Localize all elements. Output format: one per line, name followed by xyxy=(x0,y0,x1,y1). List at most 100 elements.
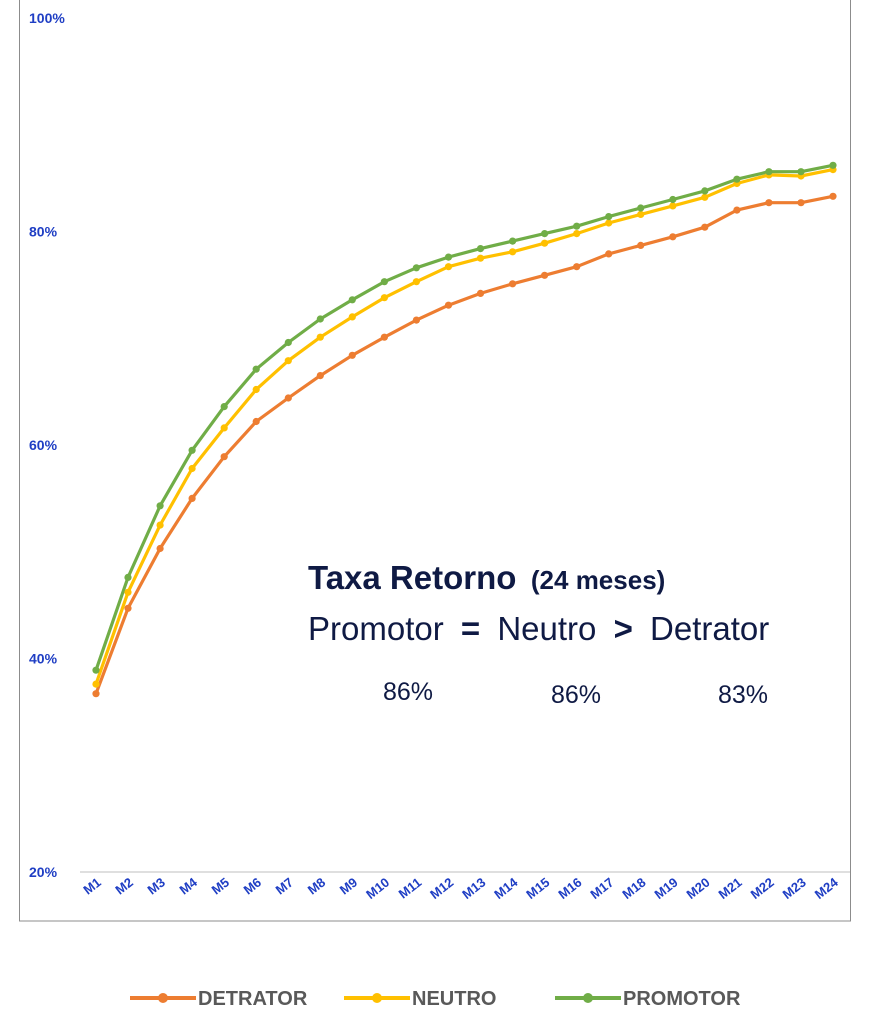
x-tick-label-m20: M20 xyxy=(684,875,713,902)
annotation-equal-sign: = xyxy=(461,610,480,647)
y-tick-label-100-: 100% xyxy=(29,10,65,26)
data-point-neutro-m6 xyxy=(252,385,260,394)
data-point-detrator-m22 xyxy=(765,199,773,207)
data-point-detrator-m5 xyxy=(220,453,228,461)
x-tick-label-m19: M19 xyxy=(651,875,680,902)
data-point-detrator-m16 xyxy=(573,263,581,271)
data-point-detrator-m3 xyxy=(156,544,164,553)
data-point-detrator-m12 xyxy=(444,301,453,309)
legend-label-neutro: NEUTRO xyxy=(412,988,496,1010)
data-point-promotor-m13 xyxy=(476,245,485,253)
data-point-detrator-m14 xyxy=(508,280,517,288)
data-point-detrator-m15 xyxy=(541,271,549,279)
x-tick-label-m10: M10 xyxy=(363,875,392,902)
x-tick-label-m9: M9 xyxy=(337,875,360,898)
data-point-neutro-m13 xyxy=(476,254,485,262)
x-tick-label-m2: M2 xyxy=(112,875,135,898)
data-point-detrator-m10 xyxy=(380,333,388,341)
x-tick-label-m8: M8 xyxy=(305,875,328,898)
data-point-promotor-m8 xyxy=(316,315,324,323)
annotation-word-neutro: Neutro xyxy=(497,610,596,647)
data-point-neutro-m5 xyxy=(220,424,228,432)
data-point-neutro-m3 xyxy=(156,521,164,529)
data-point-detrator-m9 xyxy=(348,351,356,359)
annotation-greater-sign: > xyxy=(614,610,633,647)
legend-label-promotor: PROMOTOR xyxy=(623,988,741,1010)
annotation-value-detrator: 83% xyxy=(718,681,768,709)
data-point-neutro-m18 xyxy=(637,210,645,218)
annotation-title-suffix: (24 meses) xyxy=(531,565,665,595)
x-tick-label-m14: M14 xyxy=(491,874,521,902)
x-tick-label-m16: M16 xyxy=(555,875,584,902)
data-point-promotor-m21 xyxy=(733,175,741,183)
data-point-detrator-m17 xyxy=(605,250,613,258)
data-point-neutro-m20 xyxy=(701,193,709,201)
x-tick-label-m1: M1 xyxy=(80,875,103,898)
annotation-word-promotor: Promotor xyxy=(308,610,444,647)
data-point-detrator-m8 xyxy=(316,372,324,380)
x-tick-label-m13: M13 xyxy=(459,875,488,902)
data-point-promotor-m12 xyxy=(444,253,453,261)
x-tick-label-m6: M6 xyxy=(241,875,264,898)
x-tick-label-m21: M21 xyxy=(716,875,745,902)
data-point-promotor-m10 xyxy=(380,278,388,286)
legend-marker-detrator xyxy=(158,993,168,1003)
series-line-neutro xyxy=(94,168,835,686)
x-tick-label-m15: M15 xyxy=(523,875,552,902)
data-point-neutro-m17 xyxy=(605,219,613,227)
x-tick-label-m24: M24 xyxy=(812,874,842,902)
data-point-detrator-m20 xyxy=(701,223,709,231)
data-point-promotor-m1 xyxy=(92,666,100,674)
legend-label-detrator: DETRATOR xyxy=(198,988,308,1010)
annotation-word-detrator: Detrator xyxy=(650,610,769,647)
data-point-promotor-m11 xyxy=(412,264,420,272)
annotation-title-main: Taxa Retorno xyxy=(308,559,516,596)
data-point-detrator-m18 xyxy=(637,241,645,249)
y-tick-label-60-: 60% xyxy=(29,437,58,453)
data-point-detrator-m6 xyxy=(252,417,260,426)
x-tick-label-m4: M4 xyxy=(177,874,201,897)
series-line-detrator xyxy=(94,194,835,696)
data-point-neutro-m8 xyxy=(316,333,324,341)
data-point-neutro-m2 xyxy=(124,588,132,596)
data-point-promotor-m9 xyxy=(348,296,356,304)
plot-frame xyxy=(19,0,851,922)
data-point-promotor-m5 xyxy=(220,403,228,411)
data-point-promotor-m24 xyxy=(829,161,837,169)
data-point-promotor-m18 xyxy=(637,204,645,212)
data-point-promotor-m6 xyxy=(252,365,260,373)
data-point-neutro-m14 xyxy=(508,248,517,256)
annotation-value-promotor: 86% xyxy=(383,678,433,706)
data-point-neutro-m1 xyxy=(92,680,100,688)
x-tick-label-m12: M12 xyxy=(427,875,456,902)
data-point-promotor-m4 xyxy=(188,446,196,454)
data-point-neutro-m16 xyxy=(573,230,581,238)
legend-marker-neutro xyxy=(372,993,382,1003)
data-point-promotor-m19 xyxy=(669,195,677,204)
data-point-detrator-m4 xyxy=(188,494,196,502)
annotation-comparison: Promotor = Neutro > Detrator xyxy=(308,610,769,647)
x-tick-label-m23: M23 xyxy=(780,875,809,902)
x-tick-label-m7: M7 xyxy=(273,875,296,898)
annotation-title: Taxa Retorno (24 meses) xyxy=(308,559,665,596)
x-tick-label-m11: M11 xyxy=(396,875,425,902)
data-point-neutro-m11 xyxy=(412,278,420,286)
data-point-promotor-m2 xyxy=(124,573,132,582)
x-tick-label-m5: M5 xyxy=(209,875,232,898)
x-axis-ticks: M1 M2 M3 M4 M5 M6 M7 M8 M9 M10 M11 M12 M13 M14 M15 M16 M… xyxy=(80,874,841,902)
data-point-promotor-m15 xyxy=(541,230,549,238)
data-point-detrator-m11 xyxy=(412,316,420,324)
data-point-neutro-m12 xyxy=(444,263,453,271)
data-point-detrator-m1 xyxy=(92,690,100,698)
data-point-promotor-m20 xyxy=(701,187,709,195)
y-axis-ticks: 20% 40% 60% 80% 100% xyxy=(29,10,65,880)
data-point-detrator-m7 xyxy=(284,394,292,402)
data-point-promotor-m7 xyxy=(284,338,292,347)
data-point-neutro-m19 xyxy=(669,202,677,210)
data-point-promotor-m23 xyxy=(797,168,805,176)
data-point-neutro-m9 xyxy=(348,313,356,321)
y-tick-label-80-: 80% xyxy=(29,224,58,240)
data-point-promotor-m17 xyxy=(605,213,613,221)
data-point-promotor-m22 xyxy=(765,168,773,176)
chart-legend: DETRATOR NEUTRO PROMOTOR xyxy=(130,988,741,1010)
